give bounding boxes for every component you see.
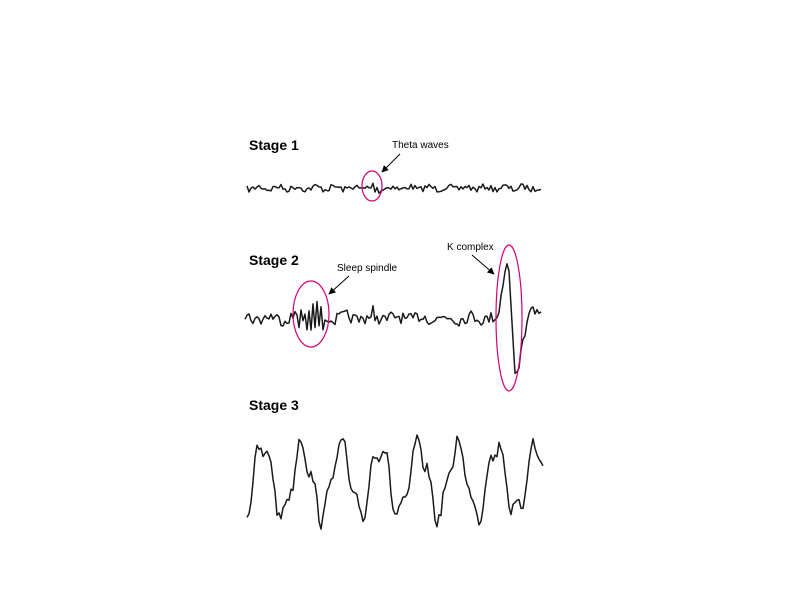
stage-1-panel: Stage 1 Theta waves [246,137,542,202]
sleep-spindle-marker [292,280,330,348]
stage-2-eeg-trace [244,263,542,375]
k-complex-label: K complex [447,242,494,253]
theta-waves-label: Theta waves [392,140,449,151]
k-complex-marker [495,244,523,392]
theta-waves-marker [361,170,383,202]
sleep-spindle-arrow [328,275,350,295]
sleep-spindle-label: Sleep spindle [337,263,397,274]
stage-1-eeg-trace [246,182,542,195]
stage-2-panel: Stage 2 Sleep spindle K complex [244,242,542,392]
theta-waves-arrow [381,153,401,173]
stage-2-label: Stage 2 [249,252,299,268]
stage-3-eeg-trace [246,434,544,530]
stage-3-panel: Stage 3 [246,397,544,530]
stage-1-label: Stage 1 [249,137,299,153]
k-complex-arrow [471,254,495,275]
stage-3-label: Stage 3 [249,397,299,413]
